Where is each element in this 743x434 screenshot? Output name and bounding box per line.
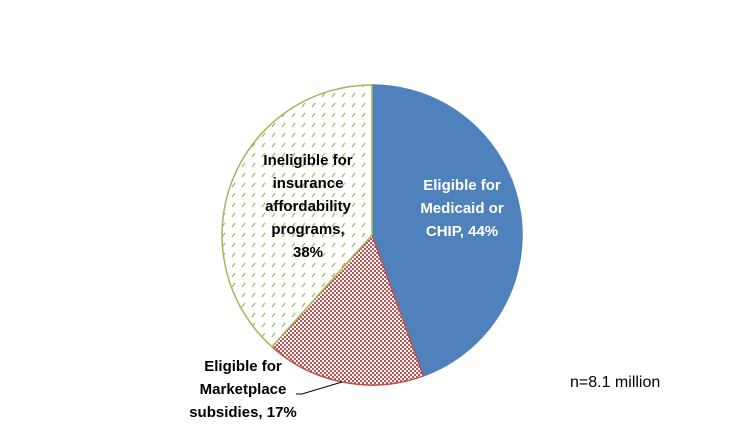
slice-label-2: 38%: [293, 244, 323, 261]
slice-label-2: Ineligible for: [263, 152, 352, 169]
slice-label-2: programs,: [271, 221, 344, 238]
slice-label-1: Marketplace: [200, 381, 287, 398]
slice-label-1: subsidies, 17%: [189, 404, 297, 421]
slice-label-1: Eligible for: [204, 358, 282, 375]
slice-label-0: Medicaid or: [420, 200, 504, 217]
pie-slice-2: [221, 84, 373, 348]
leader-line: [296, 381, 343, 395]
pie-slice-1: [270, 233, 425, 386]
slice-label-2: affordability: [265, 198, 351, 215]
slice-label-0: CHIP, 44%: [426, 223, 498, 240]
pie-slice-0: [371, 84, 523, 377]
slice-label-0: Eligible for: [423, 177, 501, 194]
sample-size-annotation: n=8.1 million: [570, 374, 660, 391]
slice-label-2: insurance: [273, 175, 344, 192]
